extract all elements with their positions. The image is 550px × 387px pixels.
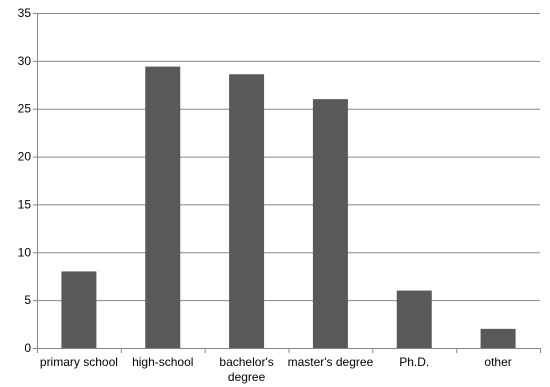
bars xyxy=(61,66,516,349)
x-category-label: primary school xyxy=(40,355,118,369)
y-tick-label: 0 xyxy=(24,341,31,355)
x-category-label-line: bachelor's xyxy=(219,355,273,369)
gridlines xyxy=(37,13,540,302)
y-tick-label: 5 xyxy=(24,293,31,307)
x-category-label: bachelor's degree xyxy=(219,355,273,384)
y-tick-label: 25 xyxy=(18,102,32,116)
x-category-label-line: degree xyxy=(228,370,266,384)
y-tick-label: 15 xyxy=(18,197,32,211)
y-axis-tick-labels: 0 5 10 15 20 25 30 35 xyxy=(18,6,32,355)
x-category-label-line: other xyxy=(484,355,511,369)
bar-1 xyxy=(145,66,181,348)
x-axis-category-labels: primary school high-school bachelor's degre… xyxy=(40,355,512,384)
bar-0 xyxy=(61,271,97,348)
y-tick-label: 10 xyxy=(18,245,32,259)
x-category-label: high-school xyxy=(132,355,193,369)
bar-2 xyxy=(229,74,265,348)
bar-4 xyxy=(396,290,432,348)
x-category-label: Ph.D. xyxy=(399,355,429,369)
bar-5 xyxy=(480,328,516,348)
x-category-label-line: primary school xyxy=(40,355,118,369)
x-category-label-line: high-school xyxy=(132,355,193,369)
bar-3 xyxy=(312,99,348,349)
axes xyxy=(33,13,541,353)
y-tick-label: 35 xyxy=(18,6,32,20)
y-tick-label: 30 xyxy=(18,54,32,68)
x-category-label-line: Ph.D. xyxy=(399,355,429,369)
y-tick-label: 20 xyxy=(18,150,32,164)
x-category-label-line: master's degree xyxy=(288,355,374,369)
x-category-label: other xyxy=(484,355,511,369)
x-category-label: master's degree xyxy=(288,355,374,369)
